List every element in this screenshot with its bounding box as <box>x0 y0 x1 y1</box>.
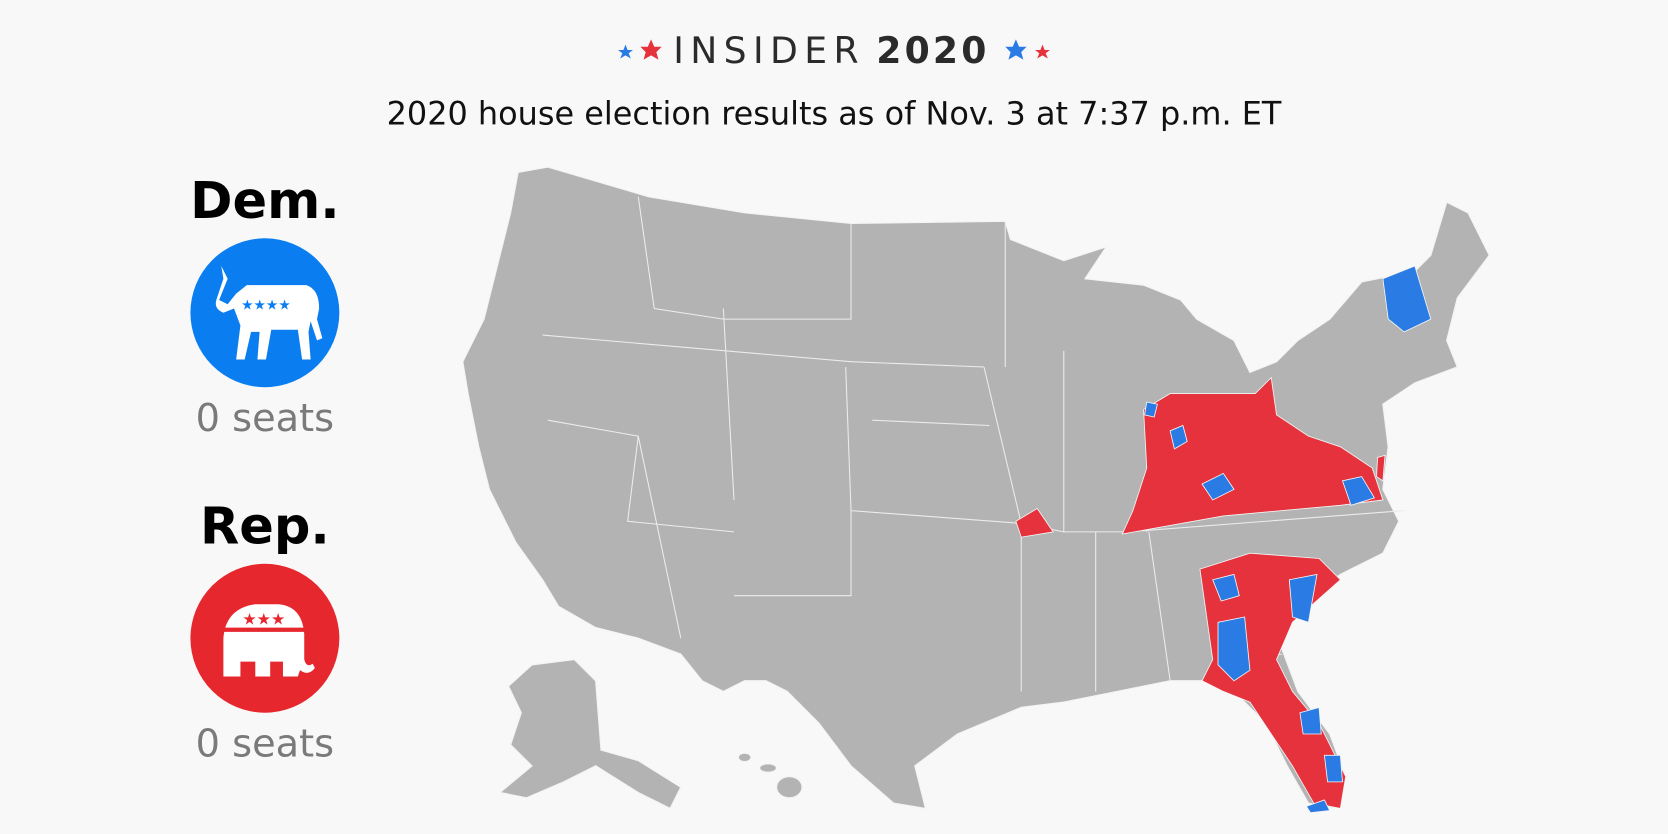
dem-districts <box>1212 573 1240 602</box>
island <box>737 752 752 763</box>
rep-districts <box>1121 376 1384 535</box>
elephant-stars: ★★★ <box>242 609 285 628</box>
hawaii <box>737 752 803 799</box>
elephant-band <box>223 627 307 632</box>
rep-districts <box>1376 454 1386 482</box>
dem-districts <box>1299 706 1322 735</box>
star <box>618 44 633 59</box>
dem-districts <box>1288 573 1318 623</box>
star <box>640 39 662 60</box>
brand-year: 2020 <box>876 29 989 72</box>
dem-districts <box>1323 754 1343 783</box>
brand: INSIDER <box>673 29 865 72</box>
alaska <box>498 658 682 810</box>
party-name: Rep. <box>200 498 330 557</box>
star <box>1035 44 1050 59</box>
seat-count: 0 seats <box>196 721 334 766</box>
dem-districts <box>1217 616 1251 682</box>
donkey <box>215 265 323 360</box>
subtitle: 2020 house election results as of Nov. 3… <box>387 94 1282 132</box>
donkey-stars: ★★★★ <box>241 298 291 314</box>
elephant <box>223 604 315 677</box>
dem-districts <box>1144 401 1158 418</box>
seat-count: 0 seats <box>196 396 334 441</box>
star <box>1005 39 1027 60</box>
dem-districts <box>1305 799 1331 814</box>
dem-districts <box>1169 424 1188 450</box>
rep-districts <box>1199 552 1347 809</box>
rep-districts <box>1015 507 1054 538</box>
dem-districts <box>1341 476 1376 506</box>
map <box>462 166 1491 814</box>
dem-districts <box>1201 472 1235 501</box>
party-name: Dem. <box>190 172 340 231</box>
dem-districts <box>1382 265 1432 333</box>
island <box>775 775 803 799</box>
island <box>758 763 778 773</box>
